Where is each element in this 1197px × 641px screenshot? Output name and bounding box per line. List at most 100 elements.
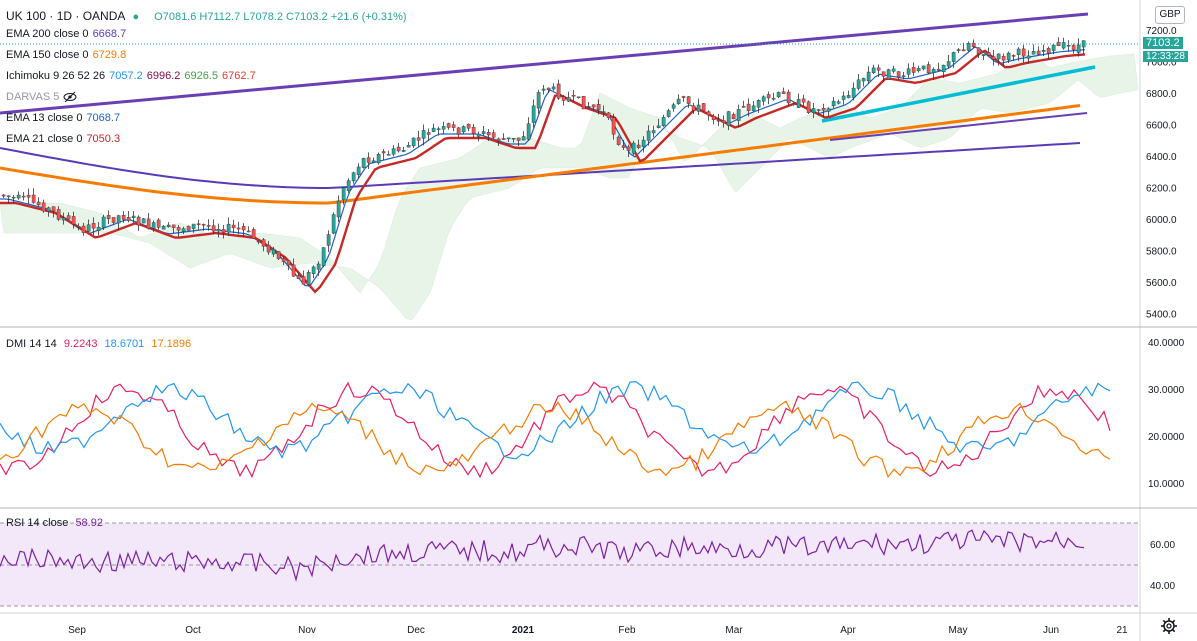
candle-body	[1041, 49, 1046, 52]
indicator-value: 7057.2	[109, 70, 143, 82]
candle-body	[506, 137, 511, 140]
candle-body	[841, 95, 846, 100]
dmi-value-1: 9.2243	[63, 338, 98, 350]
indicator-row[interactable]: EMA 21 close 0 7050.3	[6, 132, 124, 146]
candle-body	[456, 127, 461, 135]
candle-body	[861, 78, 866, 82]
candle-body	[566, 97, 571, 102]
candle-body	[461, 126, 466, 133]
candle-body	[946, 61, 951, 67]
indicator-row[interactable]: EMA 150 close 0 6729.8	[6, 48, 130, 62]
candle-body	[36, 201, 41, 205]
lower-channel-line	[829, 112, 1088, 141]
price-axis-label: 6200.0	[1146, 184, 1177, 195]
candle-body	[136, 216, 141, 226]
candle-body	[716, 119, 721, 122]
candle-body	[771, 97, 776, 100]
candle-body	[676, 98, 681, 104]
candle-body	[476, 133, 481, 137]
candle-body	[926, 64, 931, 74]
candle-body	[181, 228, 186, 232]
rsi-legend[interactable]: RSI 14 close 58.92	[6, 516, 107, 530]
candle-body	[196, 223, 201, 225]
rsi-line	[0, 529, 1085, 582]
candle-body	[806, 101, 811, 113]
candle-body	[231, 224, 236, 229]
candle-body	[271, 248, 276, 255]
symbol-name[interactable]: UK 100 · 1D · OANDA	[6, 9, 126, 23]
candle-body	[701, 103, 706, 112]
candle-body	[161, 225, 166, 230]
candle-body	[81, 225, 86, 233]
candle-body	[491, 132, 496, 138]
candle-body	[1066, 45, 1071, 47]
candle-body	[766, 94, 771, 99]
indicator-row[interactable]: Ichimoku 9 26 52 26 7057.2 6996.2 6926.5 676…	[6, 69, 260, 83]
indicator-row[interactable]: EMA 13 close 0 7068.7	[6, 111, 124, 125]
candle-body	[876, 67, 881, 71]
settings-gear-icon[interactable]	[1160, 617, 1178, 635]
rsi-value: 58.92	[75, 517, 103, 529]
candle-body	[686, 96, 691, 104]
candle-body	[351, 172, 356, 182]
candle-body	[796, 99, 801, 108]
price-axis-label: 6800.0	[1146, 89, 1177, 100]
ichimoku-cloud	[0, 51, 1139, 321]
candle-body	[141, 218, 146, 224]
time-axis-label: Sep	[68, 625, 86, 636]
ohlc-values: O7081.6 H7112.7 L7078.2 C7103.2 +21.6 (+…	[154, 11, 407, 23]
currency-badge[interactable]: GBP	[1155, 6, 1185, 24]
candle-body	[86, 224, 91, 232]
price-axis-label: 5600.0	[1146, 278, 1177, 289]
candle-body	[706, 111, 711, 116]
candle-body	[281, 258, 286, 262]
candle-body	[596, 104, 601, 110]
candle-body	[756, 100, 761, 108]
candle-body	[191, 223, 196, 229]
candle-body	[16, 194, 21, 199]
upper-channel-line	[0, 12, 1089, 115]
candle-body	[1006, 52, 1011, 61]
price-axis-label: 6400.0	[1146, 152, 1177, 163]
candle-body	[171, 224, 176, 228]
candle-body	[1071, 45, 1076, 50]
indicator-row[interactable]: EMA 200 close 0 6668.7	[6, 27, 130, 41]
support-trendline	[821, 65, 1096, 123]
candle-body	[786, 91, 791, 104]
candle-body	[776, 92, 781, 98]
indicator-value: 6926.5	[184, 70, 219, 82]
price-axis-label: 7000.0	[1146, 58, 1177, 69]
candle-body	[336, 200, 341, 218]
candle-body	[146, 218, 151, 229]
indicator-label: DARVAS 5	[6, 91, 60, 103]
candle-body	[1011, 55, 1016, 57]
candle-body	[206, 225, 211, 227]
candle-body	[536, 92, 541, 109]
candle-body	[741, 106, 746, 108]
candle-body	[446, 123, 451, 128]
candle-body	[531, 105, 536, 123]
price-axis-label: 6000.0	[1146, 215, 1177, 226]
candle-body	[1021, 48, 1026, 57]
time-axis-label: Jun	[1043, 625, 1059, 636]
candle-body	[431, 127, 436, 132]
candle-body	[621, 145, 626, 148]
ema150-line	[0, 104, 1081, 205]
candle-body	[1036, 50, 1041, 55]
candle-body	[836, 101, 841, 104]
dmi-value-3: 17.1896	[151, 338, 192, 350]
candle-body	[556, 83, 561, 99]
candle-body	[261, 239, 266, 247]
indicator-row[interactable]: DARVAS 5	[6, 90, 81, 104]
hidden-eye-icon[interactable]	[63, 90, 77, 104]
candle-body	[1046, 48, 1051, 54]
candle-body	[586, 106, 591, 108]
candle-body	[211, 225, 216, 232]
candle-body	[91, 223, 96, 229]
price-axis-label: 6600.0	[1146, 121, 1177, 132]
candle-body	[546, 87, 551, 91]
candle-body	[1061, 42, 1066, 49]
candle-body	[31, 194, 36, 203]
dmi-legend[interactable]: DMI 14 14 9.2243 18.6701 17.1896	[6, 337, 195, 351]
